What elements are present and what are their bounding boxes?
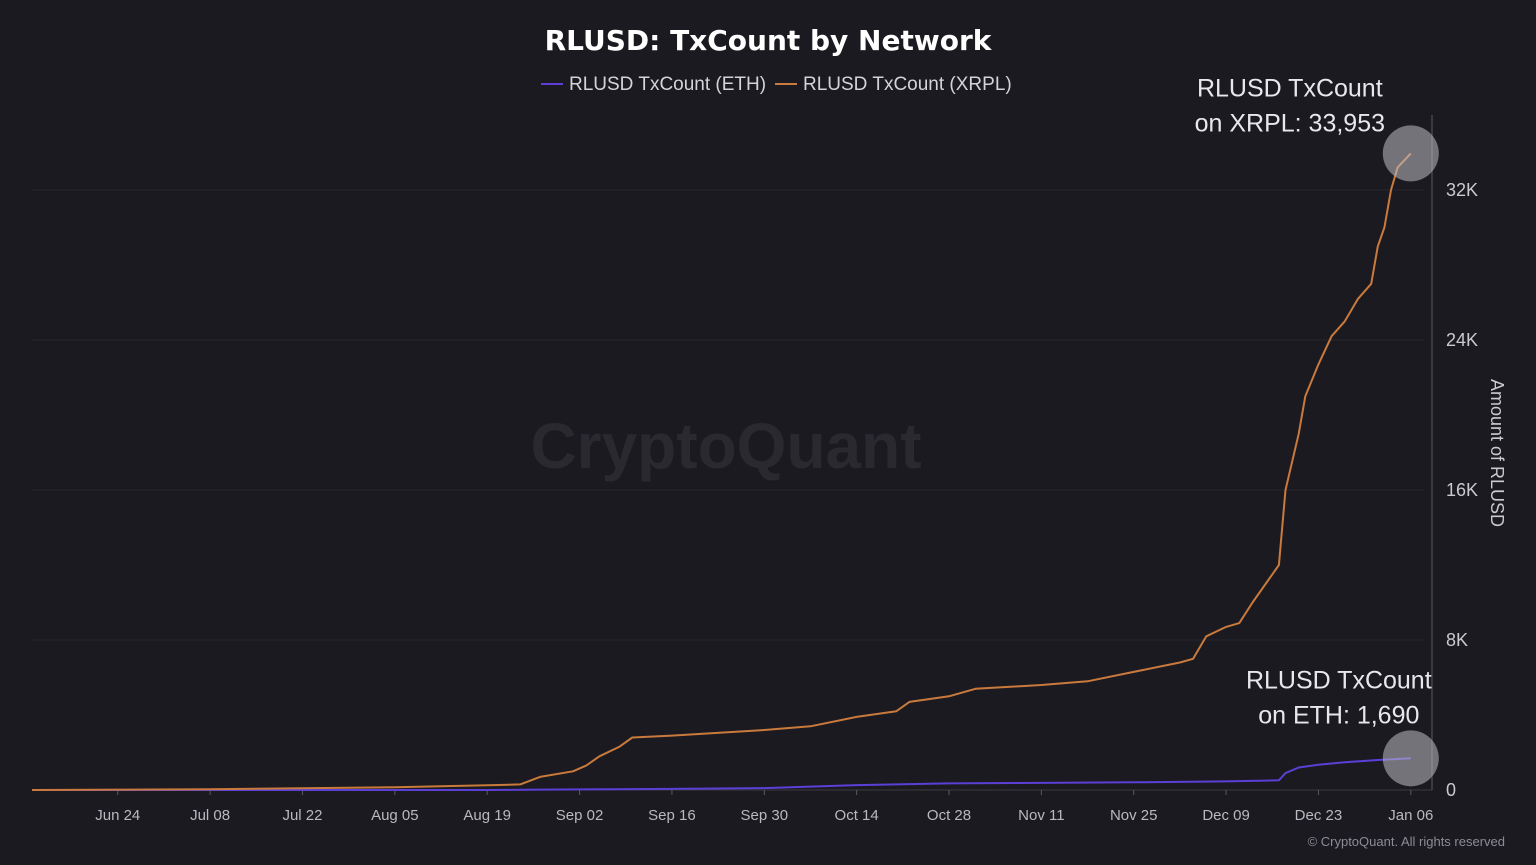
x-tick-label: Jul 22: [282, 807, 322, 824]
series-line-eth[interactable]: [32, 757, 1411, 791]
chart-title: RLUSD: TxCount by Network: [545, 24, 993, 57]
x-tick-label: Jul 08: [190, 807, 230, 824]
copyright-notice: © CryptoQuant. All rights reserved: [1308, 834, 1505, 849]
highlight-circle-eth: [1382, 730, 1439, 787]
x-tick-label: Jun 24: [95, 807, 140, 824]
annotation-line: RLUSD TxCount: [1246, 666, 1432, 694]
y-tick-label: 32K: [1446, 180, 1478, 200]
y-tick-label: 24K: [1446, 330, 1478, 350]
x-tick-label: Aug 19: [463, 807, 511, 824]
y-axis-ticks: 0 8K 16K 24K 32K: [1446, 180, 1478, 800]
y-tick-label: 16K: [1446, 480, 1478, 500]
legend-label-eth[interactable]: RLUSD TxCount (ETH): [569, 74, 766, 95]
legend-label-xrpl[interactable]: RLUSD TxCount (XRPL): [803, 74, 1012, 95]
x-tick-label: Nov 25: [1110, 807, 1158, 824]
x-tick-label: Oct 28: [927, 807, 971, 824]
x-tick-label: Dec 23: [1295, 807, 1343, 824]
highlight-circle-xrpl: [1382, 125, 1439, 182]
annotations: RLUSD TxCount on XRPL: 33,953 RLUSD TxCoun…: [1195, 74, 1439, 787]
x-tick-label: Nov 11: [1018, 807, 1064, 824]
x-tick-label: Aug 05: [371, 807, 419, 824]
x-tick-label: Jan 06: [1388, 807, 1433, 824]
x-tick-label: Dec 09: [1202, 807, 1250, 824]
watermark: CryptoQuant: [530, 410, 921, 482]
annotation-line: on XRPL: 33,953: [1195, 109, 1385, 137]
legend: RLUSD TxCount (ETH) RLUSD TxCount (XRPL): [541, 74, 1012, 95]
x-tick-label: Sep 16: [648, 807, 696, 824]
annotation-line: RLUSD TxCount: [1197, 74, 1383, 102]
y-axis-title: Amount of RLUSD: [1487, 379, 1507, 527]
series-layer: [31, 152, 1412, 791]
x-tick-label: Oct 14: [835, 807, 879, 824]
gridlines: [32, 189, 1432, 791]
y-tick-label: 0: [1446, 780, 1456, 800]
x-axis-ticks: Jun 24 Jul 08 Jul 22 Aug 05 Aug 19 Sep 02 Sep …: [95, 790, 1433, 824]
y-tick-label: 8K: [1446, 630, 1468, 650]
x-tick-label: Sep 30: [741, 807, 789, 824]
annotation-line: on ETH: 1,690: [1258, 701, 1419, 729]
series-line-xrpl[interactable]: [31, 152, 1412, 791]
x-tick-label: Sep 02: [556, 807, 604, 824]
